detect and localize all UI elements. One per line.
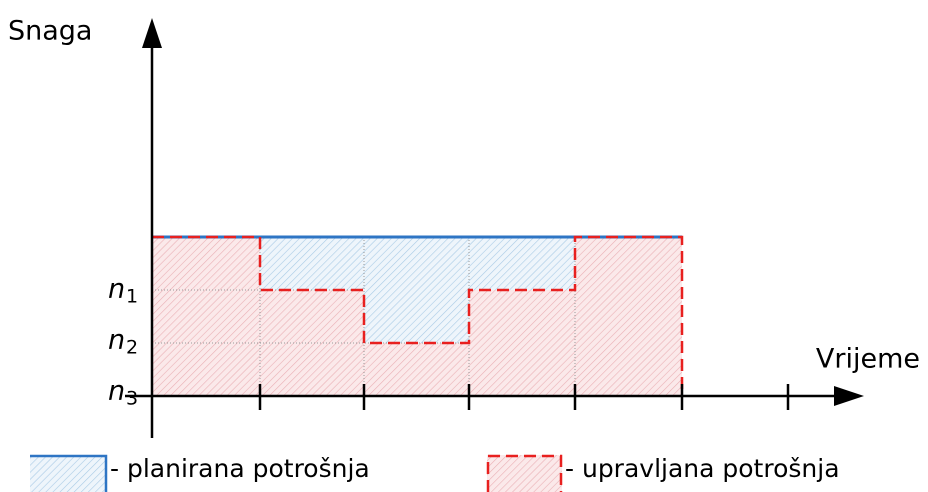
legend-swatch-border <box>30 454 108 492</box>
legend-swatch-border <box>486 454 563 492</box>
legend-label: - upravljana potrošnja <box>565 454 840 483</box>
managed-area <box>152 237 682 396</box>
level-symbol: n <box>108 274 125 305</box>
level-symbol: n <box>108 325 125 356</box>
x-arrow <box>834 386 864 406</box>
level-subscript: 3 <box>126 388 138 410</box>
y-label: Snaga <box>8 16 92 47</box>
y-arrow <box>142 18 162 48</box>
x-label: Vrijeme <box>816 344 920 375</box>
managed-line <box>152 235 684 396</box>
level-symbol: n <box>108 376 125 407</box>
legend-swatch <box>487 455 562 492</box>
level-subscript: 1 <box>126 286 138 308</box>
legend-label: - planirana potrošnja <box>110 454 370 483</box>
axes <box>125 40 845 438</box>
level-subscript: 2 <box>126 337 138 359</box>
levels: n 1 n 2 n 3 <box>108 274 138 410</box>
legend-swatch <box>30 455 107 492</box>
